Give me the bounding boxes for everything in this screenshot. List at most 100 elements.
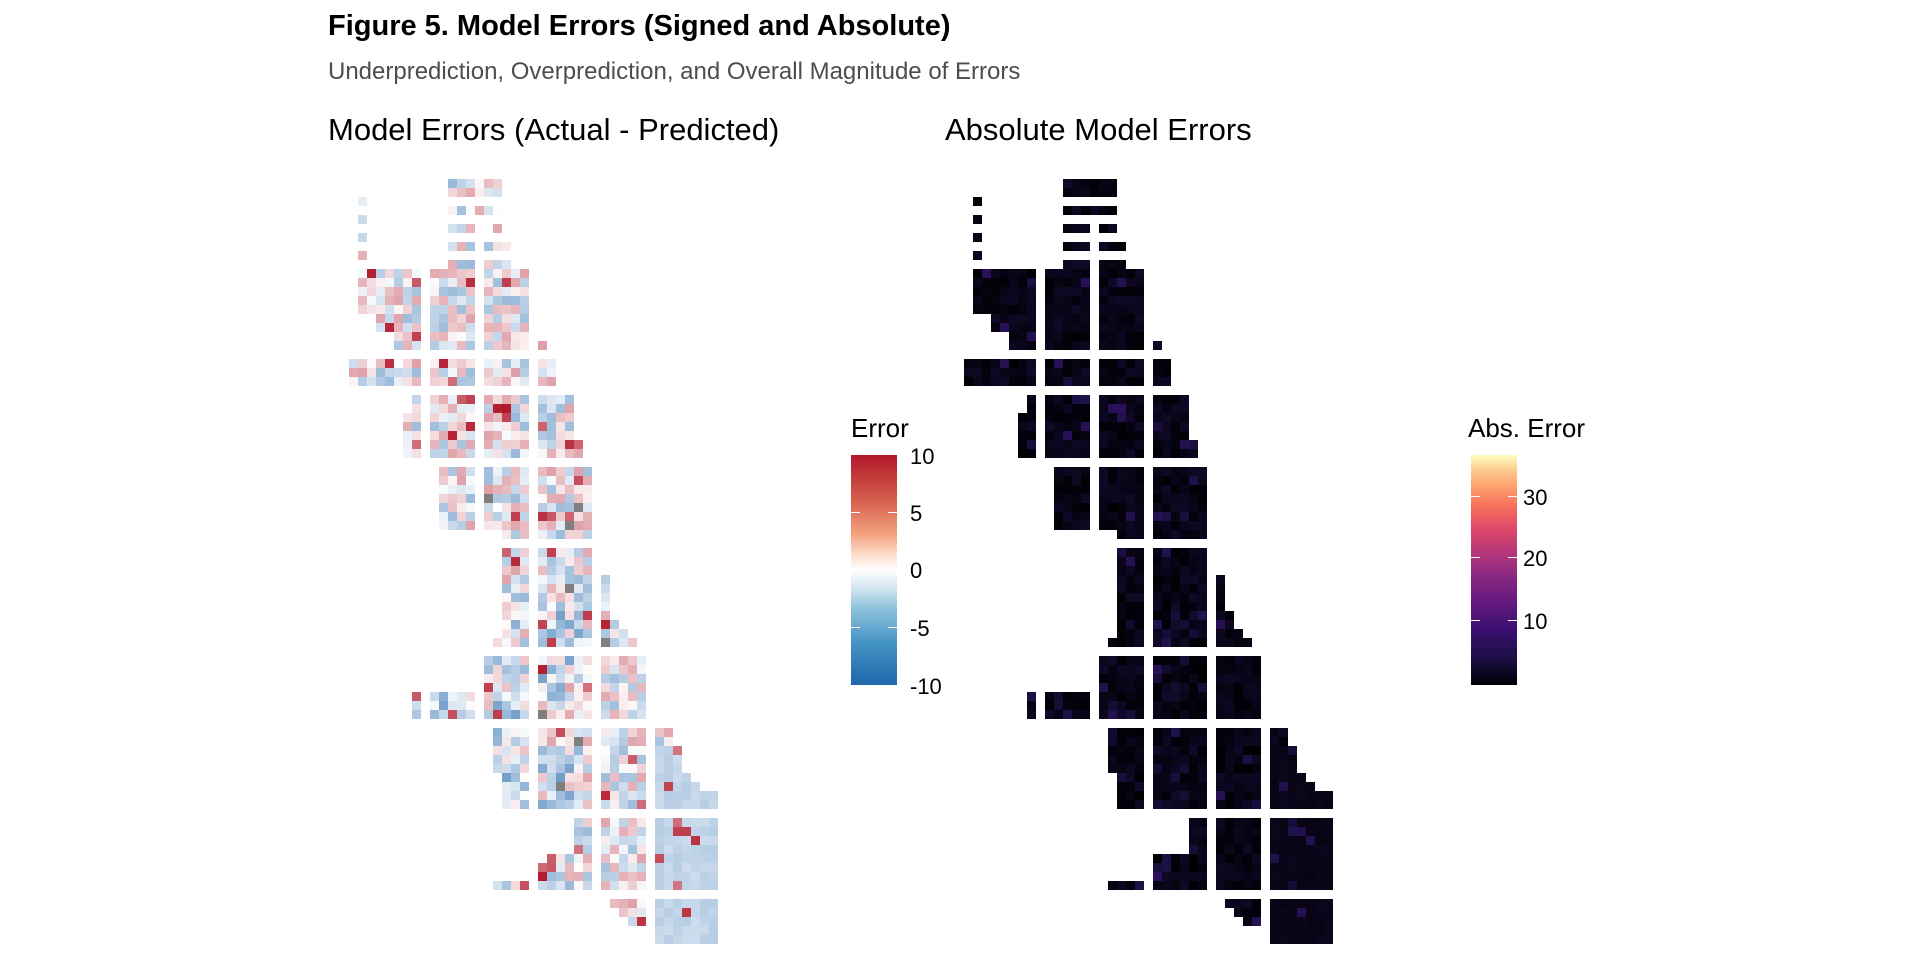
grid-cell [493, 476, 502, 485]
grid-cell [1153, 782, 1162, 791]
grid-cell [1099, 692, 1108, 701]
grid-cell [1243, 791, 1252, 800]
grid-cell [655, 791, 664, 800]
grid-cell [1162, 422, 1171, 431]
grid-cell [394, 368, 403, 377]
grid-cell [1108, 503, 1117, 512]
grid-cell [493, 179, 502, 188]
grid-cell [484, 692, 493, 701]
grid-cell [709, 836, 718, 845]
grid-cell [448, 224, 457, 233]
grid-cell [1108, 260, 1117, 269]
grid-cell [511, 314, 520, 323]
grid-cell [1135, 341, 1144, 350]
grid-cell [511, 611, 520, 620]
grid-cell [1135, 503, 1144, 512]
grid-cell [1063, 494, 1072, 503]
grid-cell [520, 692, 529, 701]
grid-cell [700, 881, 709, 890]
grid-cell [1081, 476, 1090, 485]
grid-cell [511, 269, 520, 278]
grid-cell [1180, 791, 1189, 800]
grid-cell [1135, 800, 1144, 809]
grid-cell [538, 863, 547, 872]
grid-cell [466, 341, 475, 350]
grid-cell [565, 881, 574, 890]
grid-cell [448, 449, 457, 458]
grid-cell [1189, 557, 1198, 566]
grid-cell [1288, 872, 1297, 881]
grid-cell [1162, 620, 1171, 629]
grid-cell [1027, 449, 1036, 458]
grid-cell [1171, 620, 1180, 629]
absolute-error-map [964, 179, 1454, 944]
grid-cell [1198, 854, 1207, 863]
signed-panel-title: Model Errors (Actual - Predicted) [328, 112, 780, 147]
grid-cell [1216, 872, 1225, 881]
grid-cell [664, 827, 673, 836]
grid-cell [1153, 746, 1162, 755]
grid-cell [511, 791, 520, 800]
grid-cell [484, 188, 493, 197]
grid-cell [448, 377, 457, 386]
grid-cell [1027, 341, 1036, 350]
grid-cell [1270, 899, 1279, 908]
grid-cell [1072, 467, 1081, 476]
grid-cell [520, 557, 529, 566]
grid-cell [673, 908, 682, 917]
grid-cell [502, 377, 511, 386]
grid-cell [1243, 881, 1252, 890]
grid-cell [475, 179, 484, 188]
grid-cell [1009, 359, 1018, 368]
grid-cell [1072, 404, 1081, 413]
grid-cell [1198, 818, 1207, 827]
grid-cell [547, 557, 556, 566]
grid-cell [1117, 332, 1126, 341]
grid-cell [637, 674, 646, 683]
grid-cell [367, 305, 376, 314]
grid-cell [574, 755, 583, 764]
grid-cell [1117, 755, 1126, 764]
grid-cell [448, 260, 457, 269]
grid-cell [601, 863, 610, 872]
grid-cell [565, 422, 574, 431]
tick-mark [1508, 620, 1517, 621]
grid-cell [1045, 296, 1054, 305]
grid-cell [1108, 278, 1117, 287]
grid-cell [1081, 287, 1090, 296]
grid-cell [1063, 467, 1072, 476]
grid-cell [574, 449, 583, 458]
grid-cell [565, 863, 574, 872]
grid-cell [619, 881, 628, 890]
grid-cell [502, 512, 511, 521]
grid-cell [430, 449, 439, 458]
grid-cell [1279, 854, 1288, 863]
grid-cell [511, 485, 520, 494]
grid-cell [1117, 602, 1126, 611]
grid-cell [1198, 863, 1207, 872]
grid-cell [466, 179, 475, 188]
grid-cell [556, 755, 565, 764]
grid-cell [700, 818, 709, 827]
grid-cell [1198, 827, 1207, 836]
grid-cell [1180, 611, 1189, 620]
grid-cell [1045, 413, 1054, 422]
grid-cell [502, 341, 511, 350]
grid-cell [1306, 782, 1315, 791]
grid-cell [1171, 755, 1180, 764]
grid-cell [610, 701, 619, 710]
grid-cell [1117, 674, 1126, 683]
grid-cell [682, 908, 691, 917]
grid-cell [1198, 656, 1207, 665]
grid-cell [1153, 476, 1162, 485]
grid-cell [1252, 728, 1261, 737]
grid-cell [1135, 746, 1144, 755]
grid-cell [1027, 395, 1036, 404]
grid-cell [1225, 701, 1234, 710]
grid-cell [610, 611, 619, 620]
grid-cell [493, 368, 502, 377]
grid-cell [1189, 620, 1198, 629]
grid-cell [556, 611, 565, 620]
grid-cell [691, 899, 700, 908]
grid-cell [1000, 287, 1009, 296]
